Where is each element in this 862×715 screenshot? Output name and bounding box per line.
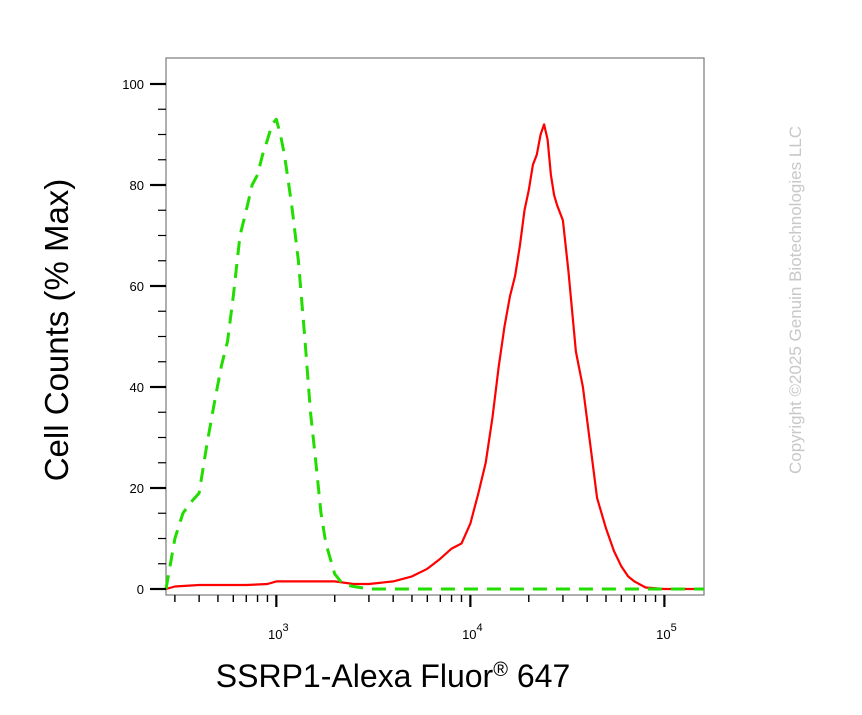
series-line-2 — [164, 117, 704, 591]
y-tick-label: 20 — [130, 481, 144, 496]
x-axis-label-tail: 647 — [508, 658, 570, 694]
x-axis-label-main: SSRP1-Alexa Fluor — [216, 658, 494, 694]
x-tick-label: 105 — [656, 622, 677, 642]
y-tick-label: 100 — [122, 77, 144, 92]
x-axis: 103 104 105 — [174, 595, 677, 642]
y-tick-label: 60 — [130, 279, 144, 294]
series-layer — [164, 117, 704, 591]
y-axis-label: Cell Counts (% Max) — [38, 179, 75, 482]
y-tick-label: 40 — [130, 380, 144, 395]
y-axis: 0 20 40 60 80 100 — [122, 77, 166, 597]
x-tick-label: 103 — [268, 622, 289, 642]
y-tick-label: 0 — [137, 582, 144, 597]
x-axis-label-registered: ® — [493, 659, 508, 681]
y-tick-label: 80 — [130, 178, 144, 193]
plot-area — [165, 57, 705, 596]
copyright-watermark: Copyright ©2025 Genuin Biotechnologies L… — [786, 126, 805, 474]
x-axis-label: SSRP1-Alexa Fluor® 647 — [216, 658, 570, 694]
x-tick-label: 104 — [462, 622, 483, 642]
series-line-1 — [165, 123, 704, 591]
